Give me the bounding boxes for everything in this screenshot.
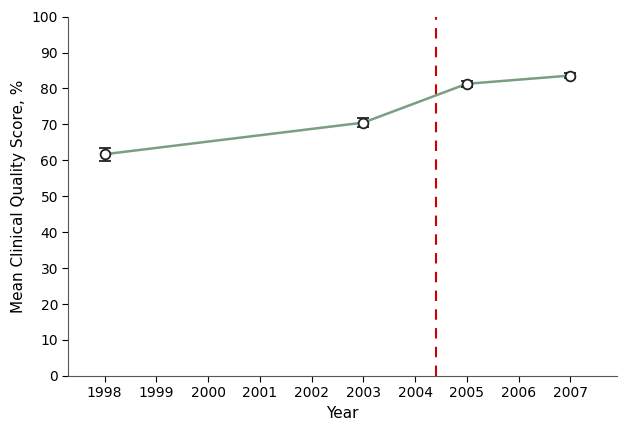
X-axis label: Year: Year [327,406,359,421]
Y-axis label: Mean Clinical Quality Score, %: Mean Clinical Quality Score, % [11,79,26,313]
